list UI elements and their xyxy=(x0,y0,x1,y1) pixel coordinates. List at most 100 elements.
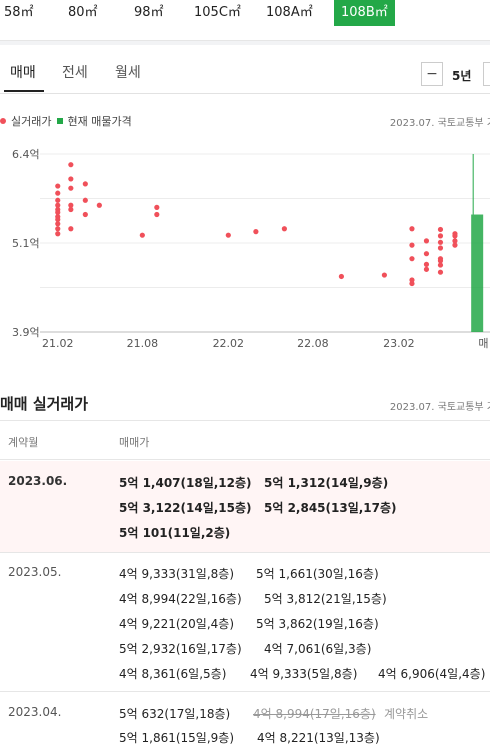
transaction-point xyxy=(409,277,415,283)
current-listing-square-icon xyxy=(57,118,64,124)
transaction-point xyxy=(437,233,444,239)
deal-entry: 5억 632(17일,18층) xyxy=(119,707,231,721)
transaction-point xyxy=(437,239,444,245)
transaction-point xyxy=(55,183,61,189)
transaction-point xyxy=(68,226,74,232)
transaction-point xyxy=(452,242,458,248)
col-contract-month: 계약월 xyxy=(8,436,39,449)
transaction-point xyxy=(68,202,74,208)
tab-sale[interactable]: 매매 xyxy=(10,65,36,81)
period-increase-button[interactable] xyxy=(483,62,490,86)
sale-history-title: 매매 실거래가 xyxy=(0,395,89,413)
transaction-point xyxy=(423,251,430,257)
transaction-point xyxy=(96,202,102,208)
chart-y-tick-label: 5.1억 xyxy=(12,237,40,250)
size-tab-98[interactable]: 98㎡ xyxy=(134,5,164,20)
size-tab-105c[interactable]: 105C㎡ xyxy=(194,5,241,20)
size-tab-80[interactable]: 80㎡ xyxy=(68,5,98,20)
transaction-point xyxy=(55,231,61,237)
transaction-point xyxy=(68,185,74,191)
chart-y-tick-label: 6.4억 xyxy=(12,148,40,161)
chart-y-tick-label: 3.9억 xyxy=(12,326,40,339)
deal-entry: 4억 8,221(13일,13층) xyxy=(257,731,380,745)
deal-entry: 4억 8,994(22일,16층) xyxy=(119,592,242,606)
transaction-point xyxy=(423,238,430,244)
current-listing-bar xyxy=(471,214,484,332)
table-header: 계약월 매매가 xyxy=(0,420,490,460)
legend-actual: 실거래가 xyxy=(11,115,52,128)
transaction-point xyxy=(423,261,430,267)
chart-source: 2023.07. 국토교통부 기 xyxy=(389,118,490,129)
transaction-point xyxy=(55,209,61,215)
deal-entry: 4억 7,061(6일,3층) xyxy=(264,642,372,656)
chart-legend: 실거래가 현재 매물가격 xyxy=(0,113,132,129)
transaction-point xyxy=(154,211,160,218)
size-tab-58[interactable]: 58㎡ xyxy=(4,5,34,20)
actual-price-dot-icon xyxy=(0,118,6,124)
col-sale-price: 매매가 xyxy=(119,436,150,449)
transaction-point xyxy=(55,197,61,203)
chart-x-tick-label: 21.08 xyxy=(127,337,159,350)
chart-x-tick-label: 23.02 xyxy=(383,337,415,350)
sale-history-source: 2023.07. 국토교통부 기 xyxy=(389,402,490,413)
transaction-point xyxy=(154,204,160,210)
deal-entry: 5억 3,812(21일,15층) xyxy=(264,592,387,606)
size-tab-bar: 58㎡ 80㎡ 98㎡ 105C㎡ 108A㎡ 108B㎡ xyxy=(0,0,490,26)
transaction-point xyxy=(68,206,74,213)
transaction-point xyxy=(253,229,259,235)
chart-x-tick-label: 22.02 xyxy=(213,337,245,350)
transaction-point xyxy=(437,245,444,251)
transaction-point xyxy=(68,162,74,168)
active-tab-indicator xyxy=(4,90,44,92)
transaction-point xyxy=(409,280,415,287)
size-tab-108b[interactable]: 108B㎡ xyxy=(334,0,395,26)
deal-entry: 4억 8,361(6일,5층) xyxy=(119,667,227,681)
transaction-point xyxy=(452,233,458,239)
transaction-point xyxy=(437,262,444,268)
period-decrease-button[interactable]: − xyxy=(421,62,443,86)
transaction-point xyxy=(281,226,287,232)
transaction-point xyxy=(437,269,444,275)
transaction-point xyxy=(55,221,61,227)
transaction-point xyxy=(225,232,231,238)
row-month: 2023.04. xyxy=(8,705,62,719)
table-row: 2023.06. 5억 1,407(18일,12층) 5억 1,312(14일,… xyxy=(0,461,490,553)
deal-entry: 5억 2,845(13일,17층) xyxy=(264,501,397,515)
deal-entry: 5억 2,932(16일,17층) xyxy=(119,642,242,656)
section-divider xyxy=(0,40,490,45)
deal-entry: 5억 1,861(15일,9층) xyxy=(119,731,235,745)
transaction-point xyxy=(55,190,61,196)
row-month: 2023.05. xyxy=(8,565,62,579)
tab-monthly-rent[interactable]: 월세 xyxy=(115,65,141,81)
transaction-point xyxy=(82,211,88,218)
transaction-point xyxy=(381,272,387,278)
deal-entry: 5억 1,407(18일,12층) xyxy=(119,476,252,490)
transaction-point xyxy=(139,232,145,238)
chart-marks xyxy=(55,154,484,332)
transaction-point xyxy=(338,273,345,280)
table-row: 2023.04. 5억 632(17일,18층) 4억 8,994(17일,16… xyxy=(0,693,490,753)
deal-entry: 4억 9,333(31일,8층) xyxy=(119,567,235,581)
transaction-point xyxy=(55,226,61,232)
transaction-point xyxy=(55,216,61,223)
deal-entry: 5억 101(11일,2층) xyxy=(119,526,231,540)
size-tab-108a[interactable]: 108A㎡ xyxy=(266,5,313,20)
transaction-point xyxy=(409,226,415,232)
tab-jeonse[interactable]: 전세 xyxy=(62,65,88,81)
transaction-point xyxy=(409,242,415,248)
deal-entry: 5억 3,122(14일,15층) xyxy=(119,501,252,515)
deal-entry: 5억 3,862(19일,16층) xyxy=(256,617,379,631)
deal-entry: 5억 1,661(30일,16층) xyxy=(256,567,379,581)
chart-x-tick-label: 21.02 xyxy=(42,337,74,350)
transaction-point xyxy=(452,238,458,244)
transaction-point xyxy=(423,266,430,272)
row-month: 2023.06. xyxy=(8,474,68,488)
chart-x-tick-label: 22.08 xyxy=(297,337,329,350)
transaction-point xyxy=(437,226,444,233)
deal-entry: 4억 9,333(5일,8층) xyxy=(250,667,358,681)
transaction-point xyxy=(82,197,88,203)
cancel-label: 계약취소 xyxy=(384,707,429,721)
chart-x-tick-label: 매 xyxy=(478,337,488,350)
